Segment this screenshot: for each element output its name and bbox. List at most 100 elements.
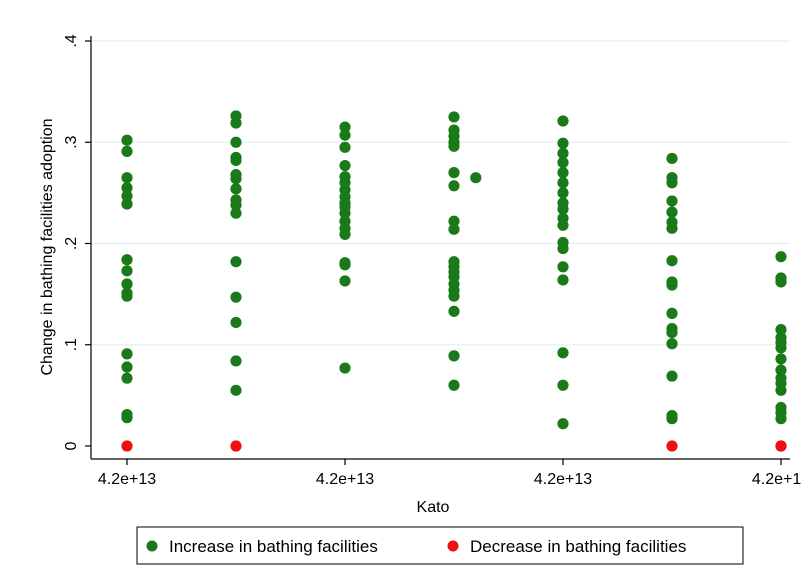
point-increase — [557, 261, 569, 273]
point-increase — [557, 242, 569, 255]
point-increase — [775, 251, 787, 263]
point-increase — [666, 327, 678, 339]
point-increase — [557, 379, 569, 391]
point-increase — [557, 203, 569, 215]
point-increase — [230, 154, 242, 167]
point-increase — [557, 147, 569, 159]
point-decrease — [775, 440, 787, 452]
point-increase — [448, 305, 460, 317]
point-increase — [557, 274, 569, 286]
point-increase — [666, 279, 678, 291]
x-tick-label: 4.2e+13 — [752, 471, 801, 488]
point-increase — [666, 177, 678, 189]
x-tick-label: 4.2e+13 — [98, 471, 156, 488]
point-increase — [230, 384, 242, 396]
point-increase — [339, 121, 351, 133]
point-increase — [448, 167, 460, 179]
point-increase — [339, 129, 351, 141]
point-increase — [121, 361, 133, 373]
point-increase — [448, 180, 460, 192]
point-decrease — [230, 440, 242, 452]
point-increase — [121, 172, 133, 184]
point-increase — [230, 173, 242, 185]
point-increase — [121, 412, 133, 424]
point-increase — [448, 350, 460, 362]
point-increase — [230, 183, 242, 195]
point-increase — [230, 136, 242, 148]
point-increase — [448, 223, 460, 235]
point-increase — [230, 316, 242, 329]
point-increase — [121, 290, 133, 302]
point-increase — [775, 353, 787, 365]
point-increase — [230, 207, 242, 219]
legend-marker-increase — [146, 540, 158, 552]
point-increase — [230, 199, 242, 211]
point-increase — [121, 372, 133, 384]
point-increase — [339, 207, 351, 219]
point-increase — [121, 278, 133, 290]
y-tick-label: .1 — [63, 338, 80, 351]
point-increase — [666, 307, 678, 319]
point-increase — [339, 362, 351, 374]
point-increase — [448, 290, 460, 302]
point-increase — [121, 265, 133, 277]
axes — [90, 36, 790, 460]
point-increase — [121, 182, 133, 194]
point-increase — [775, 384, 787, 396]
point-increase — [666, 206, 678, 218]
point-increase — [557, 115, 569, 127]
point-increase — [666, 370, 678, 382]
point-increase — [448, 215, 460, 227]
legend-label-decrease: Decrease in bathing facilities — [470, 537, 686, 556]
point-increase — [121, 348, 133, 360]
point-increase — [230, 256, 242, 268]
y-axis-title: Change in bathing facilities adoption — [39, 118, 56, 375]
point-increase — [666, 195, 678, 207]
x-ticks: 4.2e+13 4.2e+13 4.2e+13 4.2e+13 — [98, 459, 801, 488]
point-decrease — [666, 440, 678, 452]
point-increase — [230, 117, 242, 129]
point-increase — [339, 159, 351, 172]
point-increase — [121, 134, 133, 146]
point-increase — [121, 254, 133, 266]
point-increase — [557, 219, 569, 231]
point-increase — [339, 141, 351, 153]
point-increase — [775, 364, 787, 376]
point-increase — [121, 190, 133, 202]
point-decrease — [121, 440, 133, 452]
point-increase — [557, 167, 569, 179]
point-increase — [666, 255, 678, 267]
point-increase — [775, 323, 787, 336]
point-increase — [557, 347, 569, 359]
point-increase — [448, 379, 460, 391]
point-increase — [557, 177, 569, 189]
point-increase — [448, 140, 460, 152]
point-increase — [557, 187, 569, 199]
point-increase — [666, 413, 678, 425]
data-points — [121, 110, 787, 452]
y-tick-label: 0 — [63, 441, 80, 450]
point-increase — [666, 152, 678, 165]
point-increase — [230, 291, 242, 303]
point-increase — [339, 275, 351, 287]
point-increase — [775, 342, 787, 354]
x-axis-title: Kato — [417, 499, 450, 516]
point-increase — [470, 172, 482, 184]
y-tick-label: .2 — [63, 237, 80, 250]
point-increase — [339, 259, 351, 271]
point-increase — [448, 111, 460, 123]
point-increase — [775, 276, 787, 288]
point-increase — [666, 338, 678, 350]
point-increase — [339, 228, 351, 240]
point-increase — [775, 413, 787, 425]
x-tick-label: 4.2e+13 — [534, 471, 592, 488]
point-increase — [121, 198, 133, 210]
point-increase — [557, 137, 569, 149]
point-increase — [557, 418, 569, 430]
y-ticks: 0 .1 .2 .3 .4 — [63, 34, 91, 450]
legend-box — [136, 526, 744, 565]
point-increase — [121, 145, 133, 157]
point-increase — [557, 156, 569, 169]
